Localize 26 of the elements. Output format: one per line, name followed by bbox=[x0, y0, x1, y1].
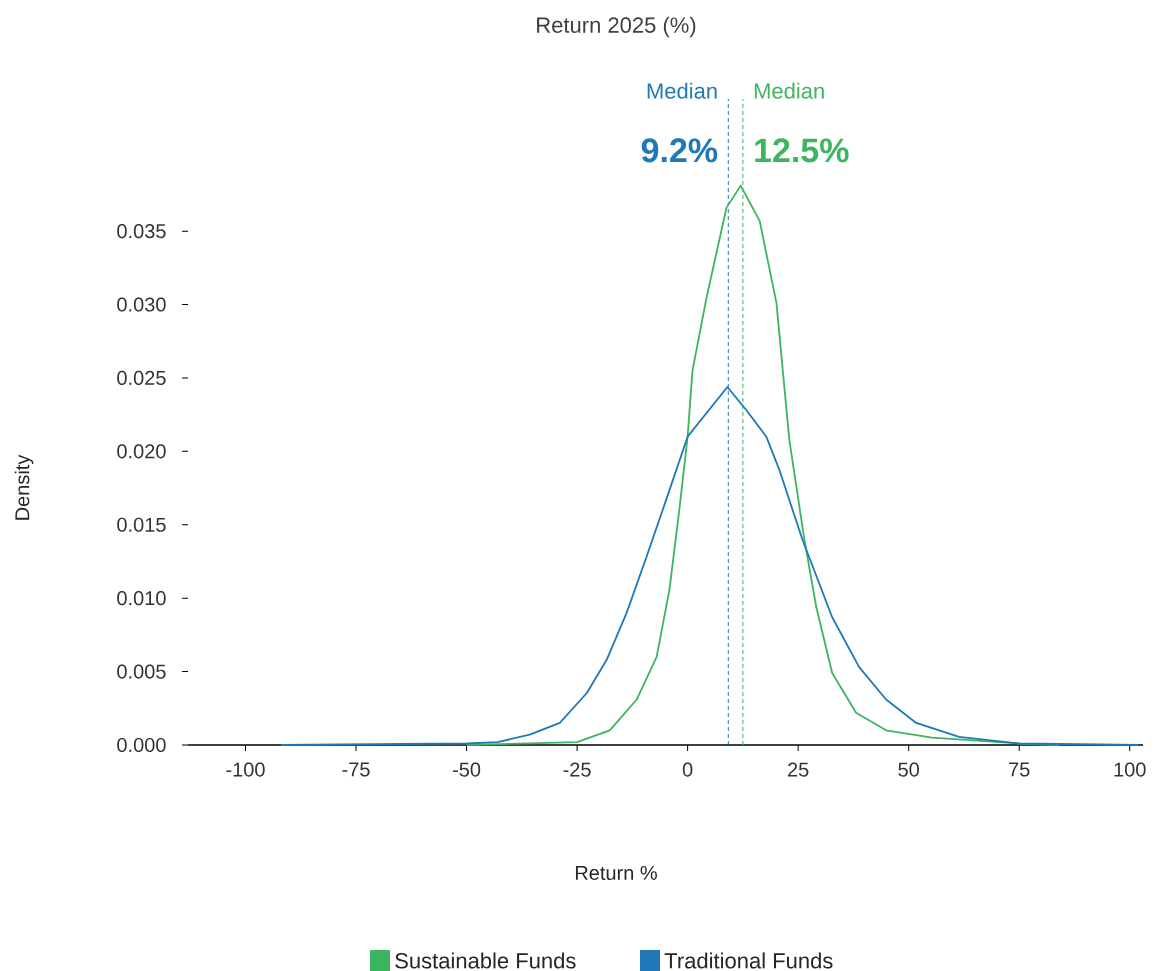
x-tick-label: -50 bbox=[452, 762, 481, 777]
y-tick-label: 0.015 bbox=[117, 517, 166, 532]
ref-line-label: Median bbox=[647, 82, 717, 99]
y-tick-label: 0.020 bbox=[117, 444, 166, 459]
x-tick-label: 50 bbox=[898, 762, 920, 777]
y-tick-label: 0.005 bbox=[117, 664, 166, 679]
y-tick-label: 0.000 bbox=[117, 737, 166, 753]
x-tick-label: 100 bbox=[1114, 762, 1146, 777]
x-tick-label: -25 bbox=[563, 762, 591, 777]
y-axis-title: Density bbox=[14, 454, 34, 520]
y-tick-label: 0.010 bbox=[117, 591, 166, 606]
y-tick-label: 0.030 bbox=[117, 297, 166, 312]
x-tick-label: 25 bbox=[788, 762, 809, 777]
x-axis-title: Return % bbox=[575, 865, 657, 881]
legend-label: Traditional Funds bbox=[664, 952, 833, 969]
y-tick-label: 0.035 bbox=[117, 224, 166, 239]
x-tick-label: 0 bbox=[682, 762, 693, 777]
annotation: 12.5% bbox=[755, 138, 849, 163]
chart-title: Return 2025 (%) bbox=[537, 16, 696, 38]
x-tick-label: 75 bbox=[1009, 762, 1030, 777]
x-tick-label: -75 bbox=[342, 762, 370, 777]
y-tick-label: 0.025 bbox=[117, 370, 166, 386]
x-tick-label: -100 bbox=[226, 762, 265, 777]
ref-line-label: Median bbox=[754, 82, 824, 99]
annotation: 9.2% bbox=[641, 138, 718, 163]
legend-label: Sustainable Funds bbox=[395, 952, 576, 969]
